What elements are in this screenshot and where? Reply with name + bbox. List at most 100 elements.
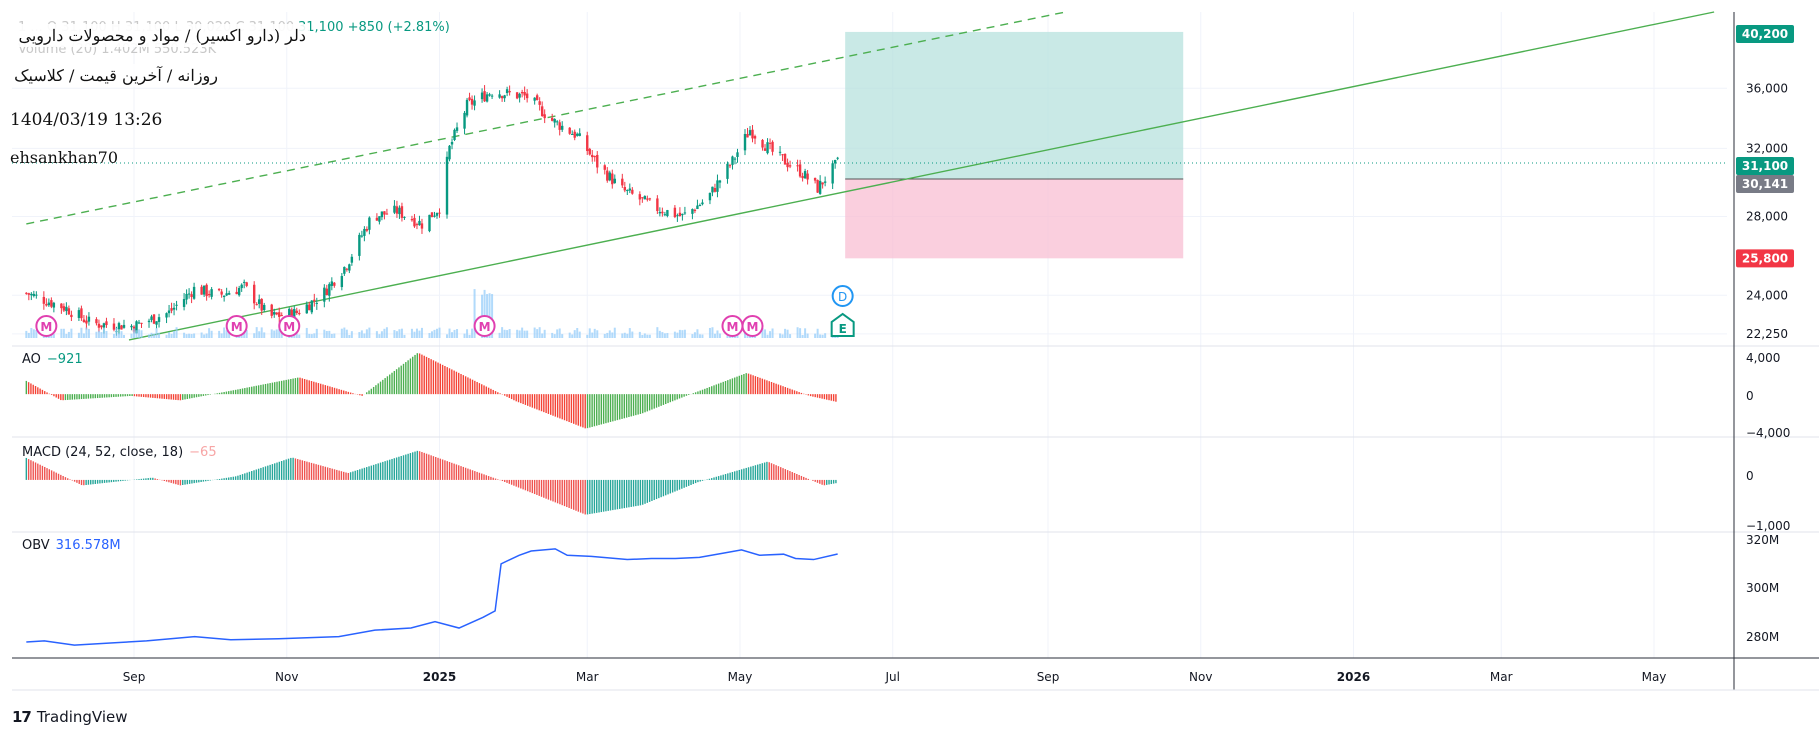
- candle-body: [771, 141, 774, 152]
- candle-body: [217, 288, 221, 291]
- volume-bar: [122, 334, 125, 338]
- volume-bar: [744, 332, 747, 338]
- volume-bar: [666, 333, 669, 338]
- volume-bar: [363, 333, 366, 338]
- volume-bar: [70, 328, 73, 338]
- candle-body: [245, 282, 248, 286]
- candle-body: [788, 165, 792, 167]
- volume-bar: [52, 334, 55, 338]
- event-m-marker: [278, 315, 301, 337]
- volume-bar: [816, 328, 819, 338]
- candle-body: [453, 129, 456, 140]
- volume-bar: [205, 333, 208, 338]
- candle-body: [50, 300, 53, 307]
- volume-bar: [661, 332, 664, 338]
- candle-body: [52, 302, 56, 308]
- event-m-label: M: [283, 320, 295, 334]
- candle-body: [778, 151, 782, 153]
- candle-body: [681, 213, 684, 216]
- candle-body: [393, 205, 396, 213]
- volume-bar: [105, 330, 108, 338]
- candle-body: [415, 224, 419, 226]
- candle-body: [157, 317, 161, 322]
- candle-body: [753, 136, 757, 139]
- price-badge-last: 31,100: [1736, 157, 1794, 175]
- volume-bar: [473, 289, 476, 338]
- volume-bar: [468, 334, 471, 338]
- volume-bar: [393, 330, 396, 338]
- macd-tick-label: 0: [1746, 469, 1754, 483]
- candle-body: [488, 94, 491, 96]
- candle-body: [658, 211, 662, 214]
- candle-body: [796, 165, 799, 167]
- candle-body: [237, 288, 241, 296]
- volume-bar: [150, 332, 153, 338]
- volume-bar: [623, 332, 626, 338]
- volume-bar: [188, 333, 191, 338]
- candle-body: [205, 284, 208, 297]
- candle-body: [182, 299, 186, 307]
- volume-bar: [801, 334, 804, 338]
- volume-bar: [646, 334, 649, 338]
- time-tick-label: 2025: [423, 670, 456, 684]
- candle-body: [187, 293, 191, 295]
- volume-bar: [656, 327, 659, 338]
- candle-body: [30, 293, 33, 296]
- candle-body: [558, 122, 561, 130]
- candle-body: [410, 218, 414, 221]
- volume-bar: [348, 334, 351, 338]
- time-tick-label: Nov: [1189, 670, 1212, 684]
- stop-loss-zone: [845, 178, 1184, 259]
- candle-body: [683, 212, 687, 214]
- candle-body: [540, 106, 544, 117]
- candle-body: [365, 228, 369, 231]
- candle-body: [578, 133, 581, 136]
- candle-body: [726, 163, 729, 179]
- event-e-marker: [830, 312, 855, 337]
- candle-body: [200, 286, 203, 295]
- volume-bar: [112, 333, 115, 338]
- candle-body: [313, 299, 316, 302]
- volume-bar: [683, 329, 686, 338]
- candle-body: [676, 215, 679, 217]
- candle-body: [480, 92, 484, 100]
- candle-body: [35, 294, 38, 296]
- volume-bar: [446, 334, 449, 338]
- volume-bar: [360, 330, 363, 338]
- volume-bar: [593, 328, 596, 338]
- candle-body: [358, 234, 361, 256]
- volume-bar: [170, 333, 173, 338]
- volume-bar: [395, 331, 398, 338]
- candle-body: [430, 212, 434, 218]
- volume-bar: [60, 328, 63, 338]
- volume-bar: [466, 329, 469, 338]
- volume-bar: [588, 328, 591, 338]
- candle-body: [678, 212, 682, 217]
- volume-bar: [438, 327, 441, 338]
- candle-body: [713, 187, 717, 192]
- candle-body: [150, 316, 153, 321]
- candle-body: [385, 213, 389, 215]
- candle-body: [806, 173, 809, 180]
- candle-body: [523, 92, 526, 96]
- candle-body: [378, 216, 381, 222]
- candle-body: [62, 306, 66, 311]
- candle-body: [525, 93, 529, 99]
- volume-bar: [456, 329, 459, 338]
- volume-bar: [400, 328, 403, 338]
- candle-body: [831, 163, 834, 184]
- ao-tick-label: 0: [1746, 389, 1754, 403]
- volume-bar: [80, 327, 83, 338]
- candle-body: [588, 148, 591, 155]
- volume-bar: [413, 331, 416, 338]
- candle-body: [112, 323, 116, 330]
- volume-bar: [536, 329, 539, 338]
- candle-body: [275, 312, 278, 315]
- obv-tick-label: 300M: [1746, 581, 1779, 595]
- candle-body: [360, 235, 364, 237]
- volume-bar: [310, 334, 313, 338]
- price-tick-label: 24,000: [1746, 288, 1788, 302]
- candle-body: [295, 310, 298, 314]
- volume-bar: [183, 332, 186, 338]
